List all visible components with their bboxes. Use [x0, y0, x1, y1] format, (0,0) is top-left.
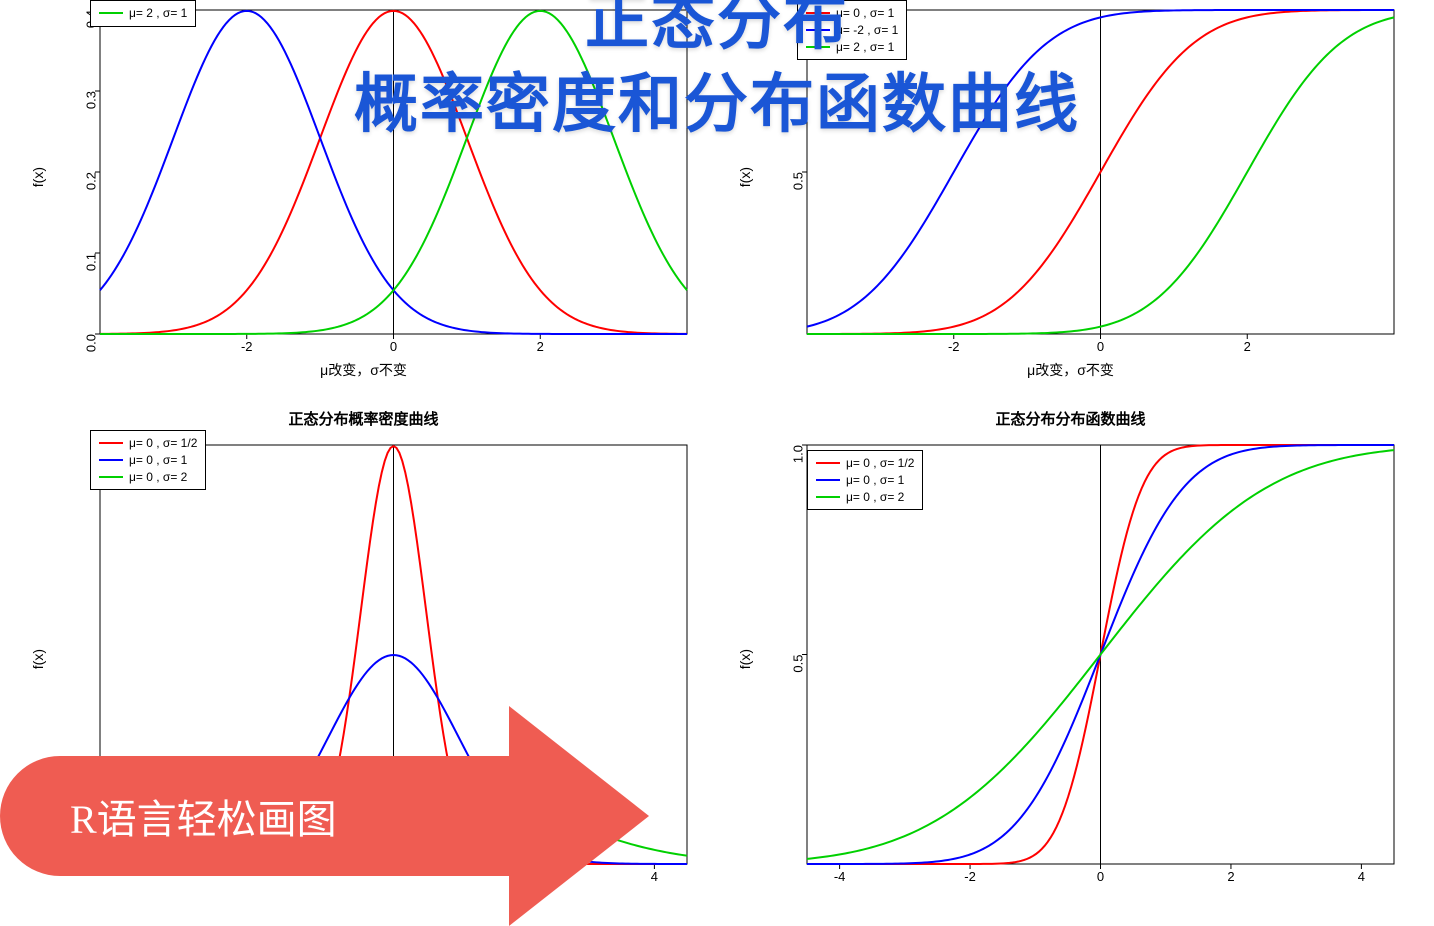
- xlabel: μ改变，σ不变: [320, 360, 407, 380]
- ylabel: f(x): [30, 167, 46, 187]
- title: 正态分布分布函数曲线: [995, 408, 1145, 429]
- svg-text:2: 2: [537, 339, 544, 354]
- ylabel: f(x): [30, 649, 46, 669]
- ylabel: f(x): [737, 649, 753, 669]
- legend-line-icon: [99, 442, 123, 444]
- legend-line-icon: [816, 479, 840, 481]
- svg-text:-2: -2: [948, 339, 960, 354]
- legend-line-icon: [99, 476, 123, 478]
- svg-text:4: 4: [1358, 869, 1365, 884]
- legend-line-icon: [99, 459, 123, 461]
- title: 正态分布概率密度曲线: [288, 408, 438, 429]
- legend-tr: μ= 0 , σ= 1μ= -2 , σ= 1μ= 2 , σ= 1: [797, 0, 907, 60]
- svg-text:0.5: 0.5: [790, 655, 805, 673]
- panel-top-right: f(x) 0.5 -2 0 2 μ改变，σ不变 μ= 0 , σ= 1μ= -2 , …: [737, 0, 1404, 380]
- ylabel: f(x): [737, 167, 753, 187]
- legend-label: μ= 0 , σ= 2: [129, 469, 187, 486]
- legend-item: μ= 0 , σ= 1: [816, 472, 914, 489]
- banner-text: R语言轻松画图: [70, 787, 337, 845]
- legend-line-icon: [816, 462, 840, 464]
- legend-item: μ= 2 , σ= 1: [806, 39, 898, 56]
- panel-top-left: f(x) 0.00.10.20.30.4-202 μ改变，σ不变 μ= 2 , …: [30, 0, 697, 380]
- legend-label: μ= 2 , σ= 1: [836, 39, 894, 56]
- legend-br: μ= 0 , σ= 1/2μ= 0 , σ= 1μ= 0 , σ= 2: [807, 450, 923, 510]
- legend-label: μ= 0 , σ= 1: [129, 452, 187, 469]
- svg-text:-2: -2: [241, 339, 253, 354]
- legend-item: μ= 0 , σ= 1/2: [99, 435, 197, 452]
- legend-item: μ= 0 , σ= 1: [806, 5, 898, 22]
- legend-line-icon: [806, 12, 830, 14]
- svg-text:-4: -4: [834, 869, 846, 884]
- svg-text:0.3: 0.3: [83, 91, 98, 109]
- svg-text:0.2: 0.2: [83, 172, 98, 190]
- svg-text:0.0: 0.0: [83, 334, 98, 352]
- legend-item: μ= 0 , σ= 1/2: [816, 455, 914, 472]
- legend-line-icon: [806, 46, 830, 48]
- legend-label: μ= 0 , σ= 2: [846, 489, 904, 506]
- legend-line-icon: [806, 29, 830, 31]
- svg-text:0: 0: [1097, 869, 1104, 884]
- svg-text:2: 2: [1227, 869, 1234, 884]
- legend-item: μ= 0 , σ= 2: [99, 469, 197, 486]
- svg-text:2: 2: [1244, 339, 1251, 354]
- svg-text:4: 4: [651, 869, 658, 884]
- legend-item: μ= 0 , σ= 2: [816, 489, 914, 506]
- legend-line-icon: [816, 496, 840, 498]
- legend-line-icon: [99, 12, 123, 14]
- legend-label: μ= 2 , σ= 1: [129, 5, 187, 22]
- plot-tl: 0.00.10.20.30.4-202: [50, 0, 697, 354]
- legend-item: μ= 2 , σ= 1: [99, 5, 187, 22]
- legend-item: μ= -2 , σ= 1: [806, 22, 898, 39]
- svg-text:1.0: 1.0: [790, 445, 805, 463]
- svg-text:-2: -2: [964, 869, 976, 884]
- arrow-banner: R语言轻松画图: [0, 756, 649, 876]
- legend-label: μ= 0 , σ= 1: [836, 5, 894, 22]
- legend-bl: μ= 0 , σ= 1/2μ= 0 , σ= 1μ= 0 , σ= 2: [90, 430, 206, 490]
- panel-bottom-right: 正态分布分布函数曲线 f(x) 0.5 1.0 -4 -2 0 2 4 μ= 0 , σ= …: [737, 400, 1404, 886]
- svg-text:0.5: 0.5: [790, 172, 805, 190]
- banner-body: R语言轻松画图: [0, 756, 510, 876]
- legend-item: μ= 0 , σ= 1: [99, 452, 197, 469]
- svg-text:0: 0: [1097, 339, 1104, 354]
- legend-label: μ= -2 , σ= 1: [836, 22, 898, 39]
- svg-text:0: 0: [390, 339, 397, 354]
- legend-label: μ= 0 , σ= 1/2: [846, 455, 914, 472]
- xlabel: μ改变，σ不变: [1027, 360, 1114, 380]
- svg-text:0.1: 0.1: [83, 253, 98, 271]
- legend-tl: μ= 2 , σ= 1: [90, 0, 196, 27]
- legend-label: μ= 0 , σ= 1: [846, 472, 904, 489]
- legend-label: μ= 0 , σ= 1/2: [129, 435, 197, 452]
- arrow-head-icon: [509, 706, 649, 926]
